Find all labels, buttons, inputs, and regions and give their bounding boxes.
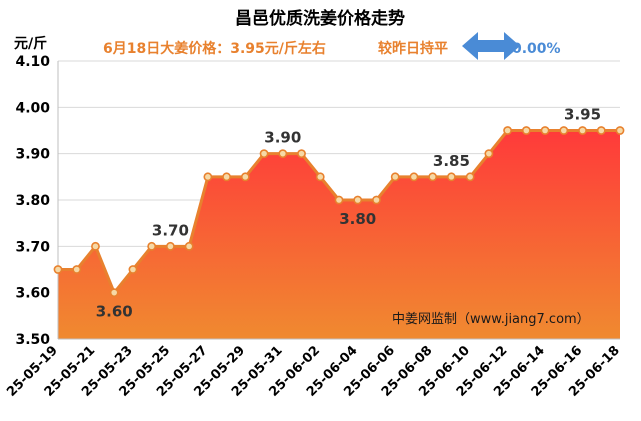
data-point	[91, 241, 100, 251]
data-point	[109, 288, 119, 298]
data-point	[240, 172, 250, 182]
markers	[53, 126, 625, 298]
y-tick-label: 3.90	[15, 147, 50, 163]
data-point	[315, 172, 325, 182]
data-point	[409, 172, 419, 182]
data-point	[484, 149, 494, 159]
subtitle-price: 6月18日大姜价格：3.95元/斤左右	[103, 40, 326, 57]
data-point	[372, 195, 381, 205]
data-point	[578, 126, 587, 135]
subtitle-change-label: 较昨日持平	[378, 40, 448, 57]
data-point	[259, 149, 269, 159]
data-point	[353, 195, 363, 205]
data-label: 3.60	[96, 303, 133, 321]
y-axis: 3.50 3.60 3.70 3.80 3.90 4.00 4.10	[15, 54, 50, 348]
y-tick-label: 4.00	[15, 100, 50, 116]
y-tick-label: 3.70	[15, 239, 50, 255]
y-axis-unit: 元/斤	[14, 35, 47, 52]
data-point	[596, 126, 606, 135]
data-point	[222, 172, 231, 182]
chart-title: 昌邑优质洗姜价格走势	[235, 8, 405, 29]
data-point	[165, 241, 175, 251]
data-point	[503, 126, 512, 135]
data-point	[203, 172, 213, 182]
data-point	[278, 149, 288, 159]
data-label: 3.90	[264, 129, 301, 147]
data-point	[334, 195, 344, 205]
data-point	[53, 265, 63, 274]
data-point	[615, 126, 625, 135]
data-label: 3.70	[152, 221, 189, 239]
data-point	[428, 172, 438, 182]
data-label: 3.85	[433, 152, 470, 170]
data-point	[184, 241, 194, 251]
y-tick-label: 3.60	[15, 286, 50, 302]
x-axis: 25-05-1925-05-2125-05-2325-05-2525-05-27…	[4, 343, 623, 400]
data-label: 3.95	[564, 106, 601, 124]
data-point	[390, 172, 400, 182]
subtitle-change-value: 0.00%	[512, 41, 561, 57]
data-point	[446, 172, 456, 182]
data-point	[521, 126, 531, 135]
y-tick-label: 4.10	[15, 54, 50, 70]
double-arrow-icon	[462, 32, 520, 60]
watermark: 中姜网监制（www.jiang7.com）	[392, 312, 590, 327]
data-labels: 3.60 3.70 3.90 3.80 3.85 3.95	[96, 106, 601, 321]
data-point	[465, 172, 475, 182]
y-tick-label: 3.80	[15, 193, 50, 209]
data-point	[72, 265, 82, 274]
price-area	[58, 130, 620, 339]
data-label: 3.80	[339, 210, 376, 228]
y-tick-label: 3.50	[15, 332, 50, 348]
data-point	[147, 241, 157, 251]
data-point	[128, 265, 138, 274]
data-point	[559, 126, 569, 135]
data-point	[540, 126, 550, 135]
data-point	[297, 149, 306, 159]
